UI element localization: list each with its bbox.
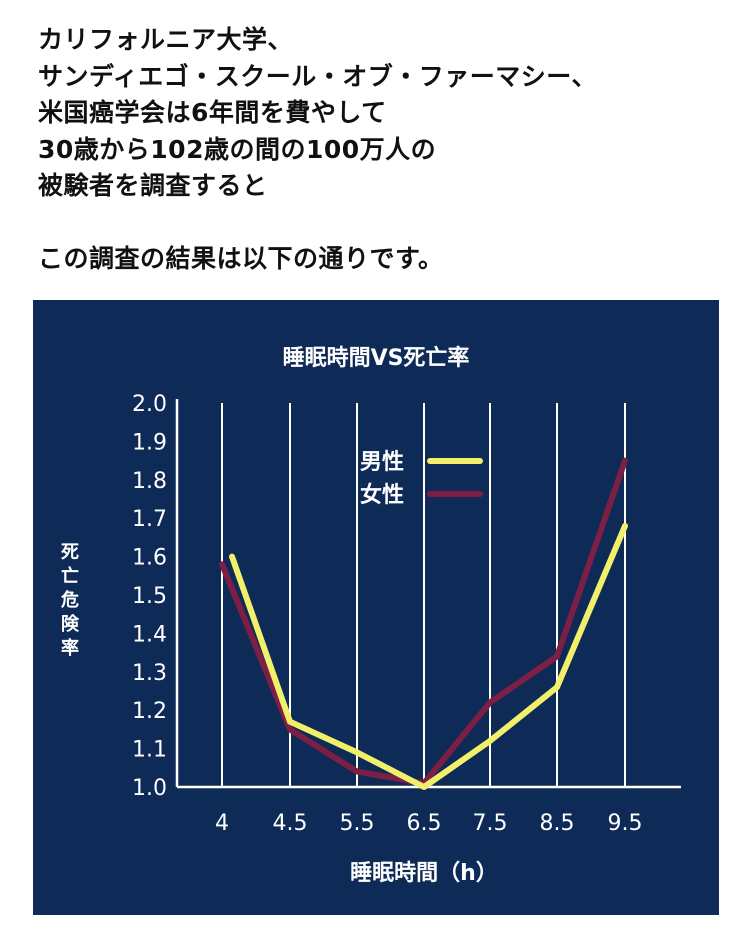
intro-line: 被験者を調査すると	[38, 171, 268, 200]
intro-text: カリフォルニア大学、 サンディエゴ・スクール・オブ・ファーマシー、 米国癌学会は…	[38, 22, 728, 277]
x-tick-label: 4.5	[273, 811, 308, 836]
y-tick-label: 1.6	[132, 546, 167, 571]
y-tick-label: 1.2	[132, 699, 167, 724]
x-tick-label: 4	[215, 811, 229, 836]
chart: 睡眠時間VS死亡率 1.0 1.1 1.2 1.3 1.4 1.5 1.6 1.7 1.8 1.9…	[60, 345, 681, 886]
x-tick-label: 6.5	[407, 811, 442, 836]
chart-title: 睡眠時間VS死亡率	[283, 345, 470, 371]
chart-panel: 睡眠時間VS死亡率 1.0 1.1 1.2 1.3 1.4 1.5 1.6 1.7 1.8 1.9…	[33, 300, 719, 915]
intro-conclusion: この調査の結果は以下の通りです。	[38, 243, 444, 273]
intro-line: カリフォルニア大学、	[38, 25, 294, 54]
intro-line: 30歳から102歳の間の100万人の	[38, 134, 437, 164]
x-tick-label: 8.5	[540, 811, 575, 836]
y-tick-label: 1.3	[132, 661, 167, 686]
y-tick-label: 1.7	[132, 507, 167, 532]
y-axis-label-char: 率	[61, 637, 79, 659]
x-tick-label: 7.5	[473, 811, 508, 836]
series-line-male	[229, 522, 628, 790]
axes: 1.0 1.1 1.2 1.3 1.4 1.5 1.6 1.7 1.8 1.9 2.0 4 4.5 5.5…	[132, 392, 681, 836]
y-axis-label-char: 危	[60, 589, 79, 611]
y-tick-label: 1.4	[132, 622, 167, 647]
legend-label: 女性	[360, 482, 404, 508]
y-tick-label: 1.8	[132, 469, 167, 494]
y-axis-label-char: 亡	[61, 565, 79, 587]
y-tick-label: 1.9	[132, 430, 167, 455]
series-lines	[219, 457, 628, 790]
intro-line: 米国癌学会は6年間を費やして	[38, 98, 387, 127]
y-axis-label-char: 死	[61, 542, 79, 563]
x-tick-label: 9.5	[608, 811, 643, 836]
y-tick-label: 1.0	[132, 776, 167, 801]
series-line-female	[219, 457, 628, 787]
x-tick-label: 5.5	[340, 811, 375, 836]
y-tick-label: 1.1	[132, 738, 167, 763]
legend-label: 男性	[360, 450, 404, 475]
y-tick-label: 1.5	[132, 584, 167, 609]
y-axis-label-char: 険	[61, 613, 80, 635]
intro-line: サンディエゴ・スクール・オブ・ファーマシー、	[38, 61, 598, 91]
y-tick-label: 2.0	[132, 392, 167, 417]
x-axis-label: 睡眠時間（h）	[350, 861, 498, 886]
grid-lines	[221, 403, 626, 787]
